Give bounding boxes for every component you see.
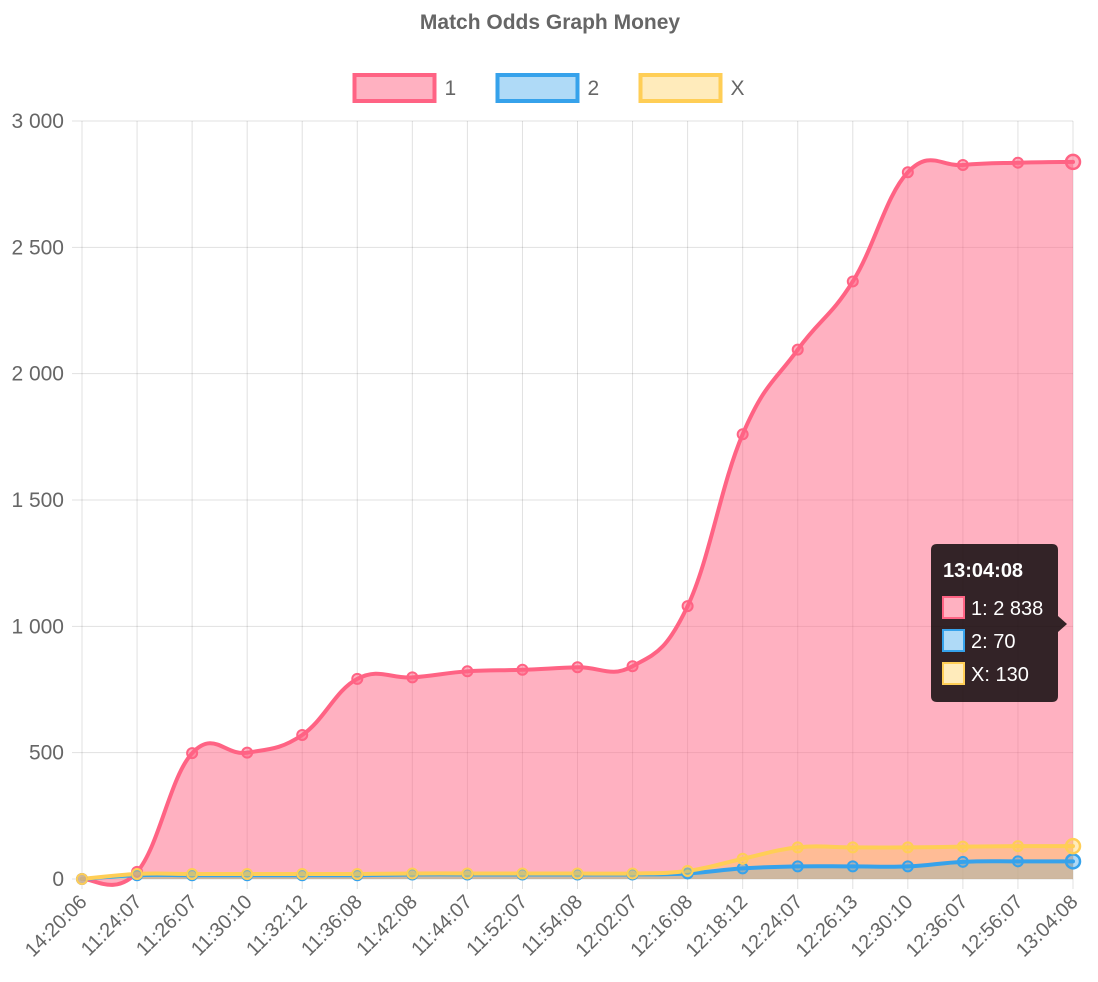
y-tick-label: 0 [52, 868, 64, 891]
tooltip-swatch-bg [942, 662, 965, 685]
series-1-point [846, 275, 859, 288]
series-X-point [1064, 837, 1082, 855]
series-X-point [571, 867, 584, 880]
series-1-point [461, 665, 474, 678]
y-tick-label: 500 [29, 742, 64, 765]
legend-swatch-X [638, 73, 723, 103]
tooltip-line-1: 1: 2 838 [971, 598, 1043, 620]
series-1-point [406, 671, 419, 684]
series-X-point [406, 867, 419, 880]
y-tick-label: 3 000 [11, 110, 64, 133]
y-tick-label: 2 500 [11, 236, 64, 259]
legend-swatch-2 [495, 73, 580, 103]
series-1-point [626, 660, 639, 673]
tooltip-swatch-X [942, 662, 965, 685]
series-points [76, 153, 1082, 885]
series-1-area [82, 160, 1073, 885]
y-axis: 0 500 1 000 1 500 2 000 2 500 3 000 [11, 110, 64, 891]
series-1-point [901, 166, 914, 179]
y-tick-label: 2 000 [11, 363, 64, 386]
x-axis: 14:20:0611:24:0711:26:0711:30:1011:32:12… [21, 891, 1083, 962]
series-X-point [516, 867, 529, 880]
legend-label-X: X [731, 77, 745, 100]
series-X-point [626, 867, 639, 880]
series-X-point [846, 841, 859, 854]
series-1-point [956, 158, 969, 171]
series-1-point [1011, 156, 1024, 169]
series-X-point [186, 867, 199, 880]
series-X-area [82, 846, 1073, 879]
tooltip-line-X: X: 130 [971, 664, 1029, 686]
series-X-point [296, 867, 309, 880]
series-1-point [791, 343, 804, 356]
legend-label-2: 2 [588, 77, 600, 100]
tooltip: 13:04:08 1: 2 838 2: 70 X: 130 [931, 544, 1067, 702]
series-2-point [791, 860, 804, 873]
series-X-point [681, 864, 694, 877]
series-1-line [80, 158, 1075, 887]
series-X-point [901, 841, 914, 854]
series-X-point [791, 841, 804, 854]
chart-title: Match Odds Graph Money [420, 11, 681, 34]
tooltip-title: 13:04:08 [943, 560, 1023, 582]
series-fills [82, 160, 1073, 885]
series-X-point [461, 867, 474, 880]
series-2-point [846, 860, 859, 873]
series-1-point [186, 747, 199, 760]
series-1-point [1064, 153, 1082, 171]
y-tick-label: 1 500 [11, 489, 64, 512]
series-2-point [901, 860, 914, 873]
series-2-area [82, 861, 1073, 879]
tooltip-swatch-2 [942, 629, 965, 652]
series-2-point [1064, 853, 1082, 870]
legend-swatch-1 [352, 73, 437, 103]
series-X-point [131, 867, 144, 880]
series-2-point [956, 855, 969, 868]
series-2-point [1011, 855, 1024, 868]
series-X-line [80, 844, 1075, 881]
series-1-point [516, 663, 529, 676]
series-1-point [571, 661, 584, 674]
series-lines [80, 158, 1075, 887]
series-2-point [736, 862, 749, 875]
series-X-point [241, 867, 254, 880]
tooltip-swatch-1 [942, 596, 965, 619]
y-tick-label: 1 000 [11, 615, 64, 638]
series-1-point [241, 746, 254, 759]
series-1-point [681, 600, 694, 613]
legend: 1 2 X [352, 73, 745, 103]
series-1-point [351, 672, 364, 685]
x-tick-label: 14:20:06 [21, 891, 92, 962]
series-1-point [296, 728, 309, 741]
series-X-point [351, 867, 364, 880]
series-X-point [736, 852, 749, 865]
tooltip-line-2: 2: 70 [971, 631, 1015, 653]
tooltip-swatch-bg [942, 629, 965, 652]
legend-label-1: 1 [445, 77, 457, 100]
series-X-point [956, 840, 969, 853]
series-X-point [76, 873, 88, 885]
series-X-point [1011, 840, 1024, 853]
series-1-point [736, 428, 749, 441]
